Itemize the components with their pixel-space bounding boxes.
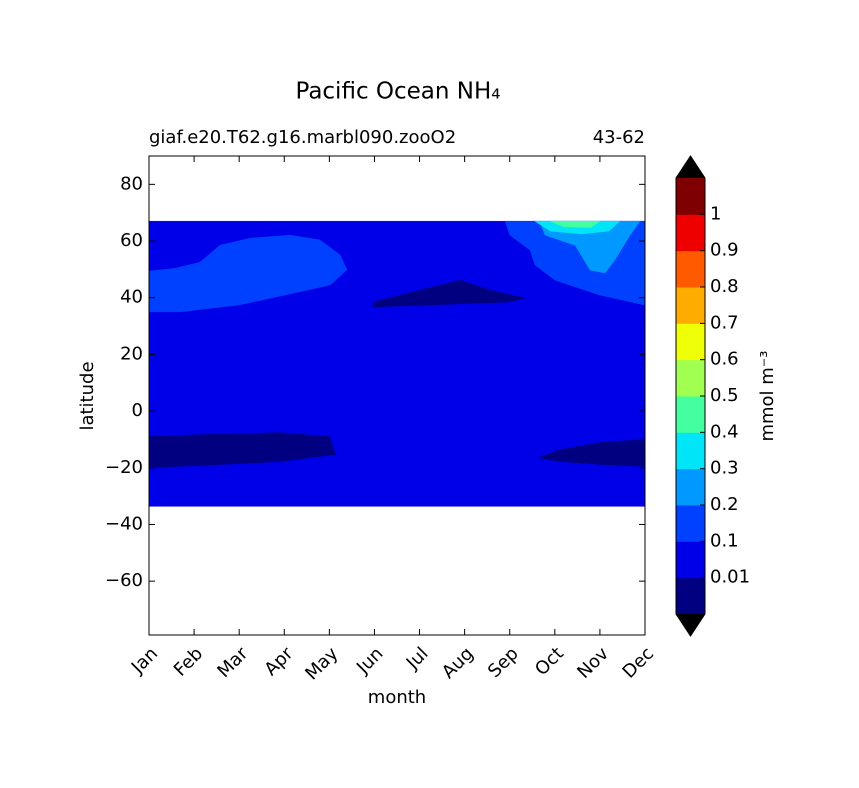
colorbar-segment: [676, 432, 705, 470]
plot-frame: [148, 155, 646, 636]
colorbar-tick-label: 0.6: [710, 349, 739, 370]
chart-title: Pacific Ocean NH₄: [295, 79, 500, 105]
y-tick-label: −20: [105, 457, 143, 478]
contour-region: [148, 234, 348, 313]
x-tick-label: Jul: [402, 643, 433, 674]
contour-region: [537, 439, 646, 467]
subtitle-left: giaf.e20.T62.g16.marbl090.zooO2: [149, 127, 456, 148]
colorbar-over: [676, 156, 705, 178]
x-tick-label: Apr: [260, 643, 297, 680]
y-tick-label: −60: [105, 570, 143, 591]
contour-region: [539, 220, 641, 274]
y-tick-label: 20: [120, 343, 143, 364]
x-tick-label: Oct: [531, 643, 568, 680]
colorbar-segment: [676, 577, 705, 615]
y-tick-label: 60: [120, 230, 143, 251]
colorbar-frame: [675, 155, 706, 637]
colorbar-tick-label: 0.4: [710, 421, 739, 442]
x-tick-label: Sep: [484, 643, 523, 682]
colorbar-segment: [676, 468, 705, 506]
colorbar-segment: [676, 396, 705, 433]
colorbar-segment: [676, 250, 705, 288]
colorbar-segment: [676, 287, 705, 324]
contour-region: [148, 432, 336, 468]
x-tick-label: May: [301, 643, 342, 684]
contour-region: [550, 220, 601, 228]
colorbar-tick-label: 0.7: [710, 312, 739, 333]
colorbar-tick-label: 0.1: [710, 530, 739, 551]
colorbar-tick-label: 0.2: [710, 494, 739, 515]
colorbar-tick-label: 0.5: [710, 385, 739, 406]
colorbar-segment: [676, 214, 705, 252]
subtitle-right: 43-62: [593, 127, 645, 148]
x-tick-label: Aug: [438, 643, 478, 683]
colorbar-under: [676, 614, 705, 636]
colorbar-segment: [676, 541, 705, 579]
colorbar-tick-label: 0.3: [710, 458, 739, 479]
y-tick-label: 80: [120, 173, 143, 194]
colorbar-segment: [676, 323, 705, 361]
colorbar-segment: [676, 359, 705, 397]
contour-region: [372, 279, 526, 308]
x-tick-label: Feb: [170, 643, 207, 680]
y-tick-label: −40: [105, 513, 143, 534]
x-axis-label: month: [368, 687, 426, 708]
x-tick-label: Jan: [127, 643, 162, 678]
x-tick-label: Dec: [619, 643, 658, 682]
y-tick-label: 40: [120, 287, 143, 308]
colorbar-tick-label: 0.01: [710, 567, 750, 588]
colorbar-tick-label: 0.9: [710, 240, 739, 261]
x-tick-label: Mar: [213, 643, 252, 682]
x-tick-label: Nov: [573, 643, 613, 683]
y-tick-label: 0: [132, 400, 143, 421]
y-axis-label: latitude: [77, 361, 98, 430]
colorbar-segment: [676, 505, 705, 542]
colorbar-tick-label: 1: [710, 203, 721, 224]
colorbar-segment: [676, 178, 705, 215]
x-tick-label: Jun: [352, 643, 387, 678]
colorbar-label: mmol m⁻³: [757, 350, 778, 441]
contour-region: [534, 220, 621, 235]
colorbar-tick-label: 0.8: [710, 276, 739, 297]
